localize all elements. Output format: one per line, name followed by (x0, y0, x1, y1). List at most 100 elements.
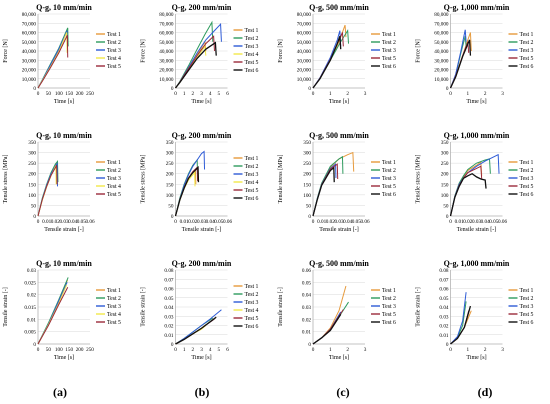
series-line (312, 311, 342, 345)
y-tick-label: 0 (171, 214, 174, 220)
y-tick-label: 50,000 (297, 40, 312, 46)
legend-label: Test 5 (107, 192, 121, 198)
y-tick-label: 20,000 (297, 68, 312, 74)
x-tick-label: 1 (329, 91, 332, 97)
series-line (175, 158, 199, 217)
legend-label: Test 2 (107, 296, 121, 302)
legend-label: Test 3 (382, 176, 396, 182)
x-tick-label: 0.04 (206, 219, 215, 225)
y-axis-label: Force [N] (141, 39, 147, 63)
legend-label: Test 5 (520, 312, 534, 318)
x-tick-label: 0.06 (360, 219, 369, 225)
legend-label: Test 2 (245, 36, 259, 42)
legend-label: Test 2 (520, 40, 534, 46)
y-tick-label: 0.015 (24, 305, 36, 311)
legend-label: Test 5 (245, 60, 259, 66)
y-tick-label: 0 (446, 342, 449, 348)
y-tick-label: 0.03 (302, 305, 311, 311)
legend-label: Test 1 (520, 32, 534, 38)
x-tick-label: 200 (76, 347, 84, 353)
y-tick-label: 250 (303, 161, 311, 167)
y-tick-label: 350 (166, 140, 174, 146)
y-tick-label: 60,000 (434, 31, 449, 37)
legend-label: Test 1 (107, 32, 121, 38)
x-tick-label: 2 (192, 347, 195, 353)
series-line (175, 169, 197, 217)
y-tick-label: 0 (446, 86, 449, 92)
y-tick-label: 0 (33, 86, 36, 92)
y-tick-label: 20,000 (159, 68, 174, 74)
legend-label: Test 3 (107, 48, 121, 54)
y-tick-label: 200 (441, 172, 449, 178)
series-line (312, 314, 342, 345)
x-tick-label: 250 (86, 347, 94, 353)
series-line (312, 30, 342, 89)
y-tick-label: 0.02 (164, 324, 173, 330)
caption-d: (d) (477, 385, 493, 399)
series-line (450, 305, 472, 345)
x-tick-label: 100 (55, 347, 63, 353)
chart-panel-11: Q-g, 500 mm/min 0 0.01 0.02 0.03 0.04 0.05 0.06… (278, 259, 396, 361)
chart-title: Q-g, 10 mm/min (36, 259, 92, 268)
y-axis-label: Tensile stress [MPa] (416, 155, 422, 204)
y-tick-label: 0.04 (439, 305, 448, 311)
x-tick-label: 0 (312, 347, 315, 353)
y-tick-label: 0 (308, 342, 311, 348)
y-tick-label: 100 (28, 193, 36, 199)
legend-label: Test 6 (382, 192, 396, 198)
y-tick-label: 0.02 (302, 317, 311, 323)
x-tick-label: 2 (484, 91, 487, 97)
y-tick-label: 0.005 (24, 330, 36, 336)
x-tick-label: 0 (174, 219, 177, 225)
y-tick-label: 80,000 (434, 12, 449, 18)
x-tick-label: 2 (346, 347, 349, 353)
y-tick-label: 150 (303, 182, 311, 188)
series-line (37, 162, 58, 217)
y-tick-label: 100 (441, 193, 449, 199)
chart-title: Q-g, 1,000 mm/min (444, 259, 510, 268)
chart-title: Q-g, 200 mm/min (172, 3, 232, 12)
x-axis-label: Time [s] (54, 355, 74, 361)
x-tick-label: 0.01 (180, 219, 189, 225)
x-tick-label: 0.03 (197, 219, 206, 225)
y-tick-label: 0.06 (439, 287, 448, 293)
legend-label: Test 2 (382, 168, 396, 174)
legend-label: Test 1 (107, 288, 121, 294)
legend-label: Test 3 (520, 176, 534, 182)
series-line (175, 20, 214, 89)
legend-label: Test 3 (382, 48, 396, 54)
x-tick-label: 0.02 (463, 219, 472, 225)
y-axis-label: Tensile strain [-] (278, 287, 284, 327)
x-axis-label: Time [s] (329, 99, 349, 105)
x-tick-label: 0.06 (223, 219, 232, 225)
x-tick-label: 0.04 (343, 219, 352, 225)
y-tick-label: 40,000 (434, 49, 449, 55)
y-tick-label: 0.03 (27, 268, 36, 274)
series-line (175, 171, 196, 217)
legend-label: Test 3 (245, 300, 259, 306)
legend-label: Test 1 (382, 32, 396, 38)
legend-label: Test 3 (520, 48, 534, 54)
legend-label: Test 2 (520, 168, 534, 174)
y-tick-label: 30,000 (434, 58, 449, 64)
legend-label: Test 6 (245, 324, 259, 330)
y-tick-label: 50 (31, 203, 37, 209)
y-tick-label: 250 (441, 161, 449, 167)
x-tick-label: 0 (174, 91, 177, 97)
y-tick-label: 0.02 (439, 324, 448, 330)
y-tick-label: 0 (171, 86, 174, 92)
chart-title: Q-g, 1,000 mm/min (444, 131, 510, 140)
y-tick-label: 40,000 (297, 49, 312, 55)
legend-label: Test 5 (520, 56, 534, 62)
y-tick-label: 150 (166, 182, 174, 188)
x-tick-label: 150 (65, 347, 73, 353)
chart-title: Q-g, 500 mm/min (309, 3, 369, 12)
x-tick-label: 0.05 (214, 219, 223, 225)
caption-a: (a) (53, 385, 67, 399)
legend-label: Test 5 (107, 320, 121, 326)
y-tick-label: 0.03 (164, 314, 173, 320)
y-axis-label: Tensile stress [MPa] (141, 155, 147, 204)
x-tick-label: 200 (76, 91, 84, 97)
x-tick-label: 0 (312, 91, 315, 97)
